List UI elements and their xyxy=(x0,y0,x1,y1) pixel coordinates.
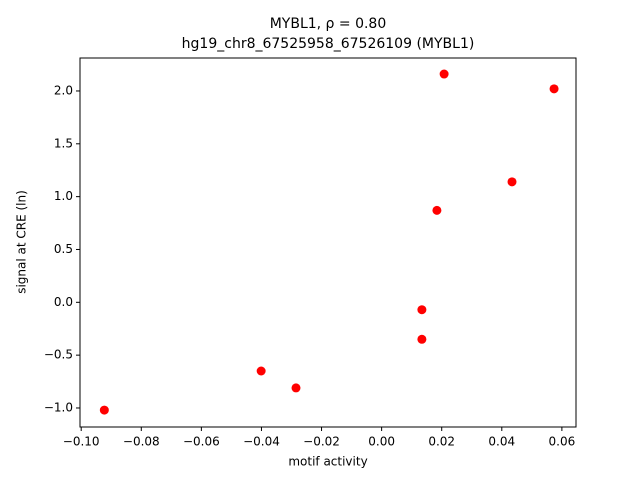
y-tick-label: −0.5 xyxy=(44,348,73,362)
point xyxy=(549,84,559,94)
x-tick-label: −0.10 xyxy=(63,435,100,449)
x-tick-label: 0.02 xyxy=(428,435,455,449)
y-tick-label: −1.0 xyxy=(44,400,73,414)
point xyxy=(507,177,517,187)
point xyxy=(256,366,266,376)
point xyxy=(439,69,449,79)
chart-subtitle: hg19_chr8_67525958_67526109 (MYBL1) xyxy=(182,36,475,52)
x-tick-label: 0.04 xyxy=(488,435,515,449)
x-tick-label: −0.06 xyxy=(183,435,220,449)
x-tick-label: 0.00 xyxy=(368,435,395,449)
y-tick-label: 0.5 xyxy=(54,242,73,256)
point xyxy=(99,405,109,415)
chart-title: MYBL1, ρ = 0.80 xyxy=(270,16,387,32)
x-axis-label: motif activity xyxy=(288,455,367,469)
point xyxy=(417,305,427,315)
x-tick-label: −0.04 xyxy=(243,435,280,449)
y-axis-label: signal at CRE (ln) xyxy=(15,190,29,294)
y-tick-label: 2.0 xyxy=(54,83,73,97)
point xyxy=(417,334,427,344)
point xyxy=(432,205,442,215)
x-tick-label: −0.02 xyxy=(303,435,340,449)
y-tick-label: 0.0 xyxy=(54,295,73,309)
x-tick-label: 0.06 xyxy=(549,435,576,449)
point xyxy=(291,383,301,393)
plot-frame xyxy=(79,57,577,428)
y-tick-label: 1.0 xyxy=(54,189,73,203)
x-tick-label: −0.08 xyxy=(123,435,160,449)
y-tick-label: 1.5 xyxy=(54,136,73,150)
